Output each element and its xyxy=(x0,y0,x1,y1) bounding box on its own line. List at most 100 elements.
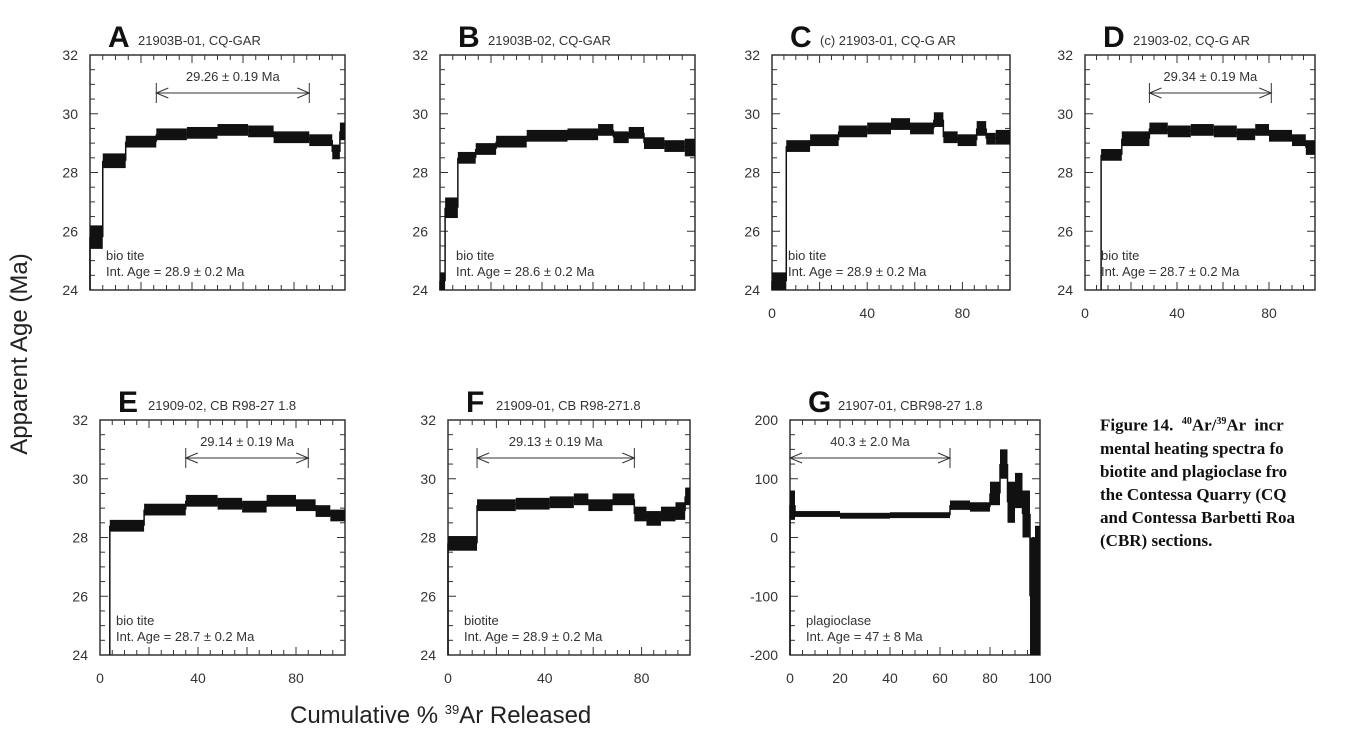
age-step xyxy=(795,511,840,517)
age-step xyxy=(990,481,1000,506)
age-step xyxy=(186,126,218,139)
y-tick-label: 28 xyxy=(412,165,428,181)
y-axis-title: Apparent Age (Ma) xyxy=(6,253,33,455)
plateau-arrowhead xyxy=(1148,87,1162,99)
y-tick-label: 24 xyxy=(1057,282,1073,298)
age-step xyxy=(1121,131,1150,147)
y-tick-label: 100 xyxy=(755,471,779,487)
age-step xyxy=(445,197,458,219)
plateau-arrowhead xyxy=(155,87,169,99)
age-step xyxy=(477,499,516,512)
plateau-arrowhead xyxy=(296,452,310,464)
x-tick-label: 0 xyxy=(786,670,794,686)
age-step xyxy=(475,143,497,155)
x-tick-label: 0 xyxy=(96,670,104,686)
panel-e: 24 26 28 30 32 0 40 80 E 21909-02, CB R98-27 1.8 2… xyxy=(72,386,346,686)
integrated-age-label: Int. Age = 28.9 ± 0.2 Ma xyxy=(464,629,603,644)
integrated-age-label: Int. Age = 28.6 ± 0.2 Ma xyxy=(456,264,595,279)
y-tick-label: 32 xyxy=(1057,47,1073,63)
y-tick-label: 26 xyxy=(412,223,428,239)
y-tick-label: 26 xyxy=(744,223,760,239)
panel-letter: F xyxy=(466,386,484,419)
y-tick-label: 30 xyxy=(72,471,88,487)
y-tick-label: 26 xyxy=(1057,223,1073,239)
y-tick-label: 32 xyxy=(62,47,78,63)
age-step xyxy=(496,135,527,148)
y-tick-label: 28 xyxy=(72,530,88,546)
age-step xyxy=(1101,149,1122,161)
plateau-arrowhead xyxy=(475,452,490,464)
age-step xyxy=(296,499,316,512)
x-tick-label: 0 xyxy=(1081,305,1089,321)
age-step xyxy=(109,519,145,532)
plateau-arrowhead xyxy=(622,452,636,464)
age-step xyxy=(628,126,644,139)
age-step xyxy=(315,505,331,517)
x-tick-label: 40 xyxy=(537,670,553,686)
age-step xyxy=(1305,140,1315,155)
y-tick-label: 32 xyxy=(72,412,88,428)
age-step xyxy=(867,122,891,135)
age-step xyxy=(644,137,665,149)
age-step xyxy=(613,131,629,144)
panel-a: 24 26 28 30 32 A 21903B-01, CQ-GAR 29.26 ± 0.19… xyxy=(62,21,346,298)
age-step xyxy=(957,134,977,147)
plateau-label: 29.14 ± 0.19 Ma xyxy=(200,434,295,449)
age-step xyxy=(1000,449,1008,479)
x-tick-label: 60 xyxy=(932,670,948,686)
age-step xyxy=(810,134,839,147)
age-step xyxy=(90,225,103,249)
age-step xyxy=(1190,124,1214,136)
x-tick-label: 40 xyxy=(859,305,875,321)
panel-title: 21909-02, CB R98-27 1.8 xyxy=(148,398,296,413)
plateau-arrowhead xyxy=(1259,87,1273,99)
age-step xyxy=(1213,125,1237,138)
y-tick-label: 28 xyxy=(420,530,436,546)
panel-b: 24 26 28 30 32 B 21903B-02, CQ-GAR bio titeInt.… xyxy=(412,21,696,298)
y-tick-label: 28 xyxy=(1057,165,1073,181)
age-step xyxy=(242,500,267,513)
y-tick-label: 24 xyxy=(420,647,436,663)
age-step xyxy=(772,272,787,290)
y-tick-label: 24 xyxy=(412,282,428,298)
age-step xyxy=(217,497,243,510)
age-step xyxy=(1015,472,1023,509)
age-step xyxy=(457,151,476,164)
x-tick-label: 40 xyxy=(882,670,898,686)
y-tick-label: 24 xyxy=(62,282,78,298)
age-step xyxy=(573,493,589,506)
age-step xyxy=(790,490,795,520)
age-step xyxy=(660,506,676,522)
mineral-label: bio tite xyxy=(106,248,144,263)
panel-g: -200 -100 0 100 200 0 20 40 60 80 100 G 21907-01, CB… xyxy=(750,386,1052,686)
age-step xyxy=(330,509,345,522)
mineral-label: bio tite xyxy=(1101,248,1139,263)
panel-title: 21907-01, CBR98-27 1.8 xyxy=(838,398,983,413)
age-step xyxy=(156,128,187,141)
age-step xyxy=(995,129,1010,145)
age-step xyxy=(273,131,310,144)
age-step xyxy=(664,140,685,152)
age-step xyxy=(970,502,990,512)
age-step xyxy=(933,112,944,127)
panel-letter: B xyxy=(458,21,480,54)
plateau-label: 29.26 ± 0.19 Ma xyxy=(186,69,281,84)
age-step xyxy=(986,132,996,145)
x-tick-label: 80 xyxy=(1261,305,1277,321)
integrated-age-label: Int. Age = 28.9 ± 0.2 Ma xyxy=(106,264,245,279)
age-step xyxy=(1269,129,1292,142)
age-step xyxy=(309,134,333,147)
age-step xyxy=(890,512,950,519)
panel-title: 21903-02, CQ-G AR xyxy=(1133,33,1250,48)
y-tick-label: 26 xyxy=(62,223,78,239)
mineral-label: biotite xyxy=(464,613,499,628)
age-step xyxy=(1292,134,1306,147)
age-step xyxy=(1030,537,1035,655)
y-tick-label: 30 xyxy=(62,106,78,122)
age-step xyxy=(515,497,550,510)
panel-title: 21903B-02, CQ-GAR xyxy=(488,33,611,48)
plateau-arrowhead xyxy=(788,452,803,464)
age-step xyxy=(217,124,249,136)
age-step xyxy=(125,135,157,148)
panel-title: 21903B-01, CQ-GAR xyxy=(138,33,261,48)
